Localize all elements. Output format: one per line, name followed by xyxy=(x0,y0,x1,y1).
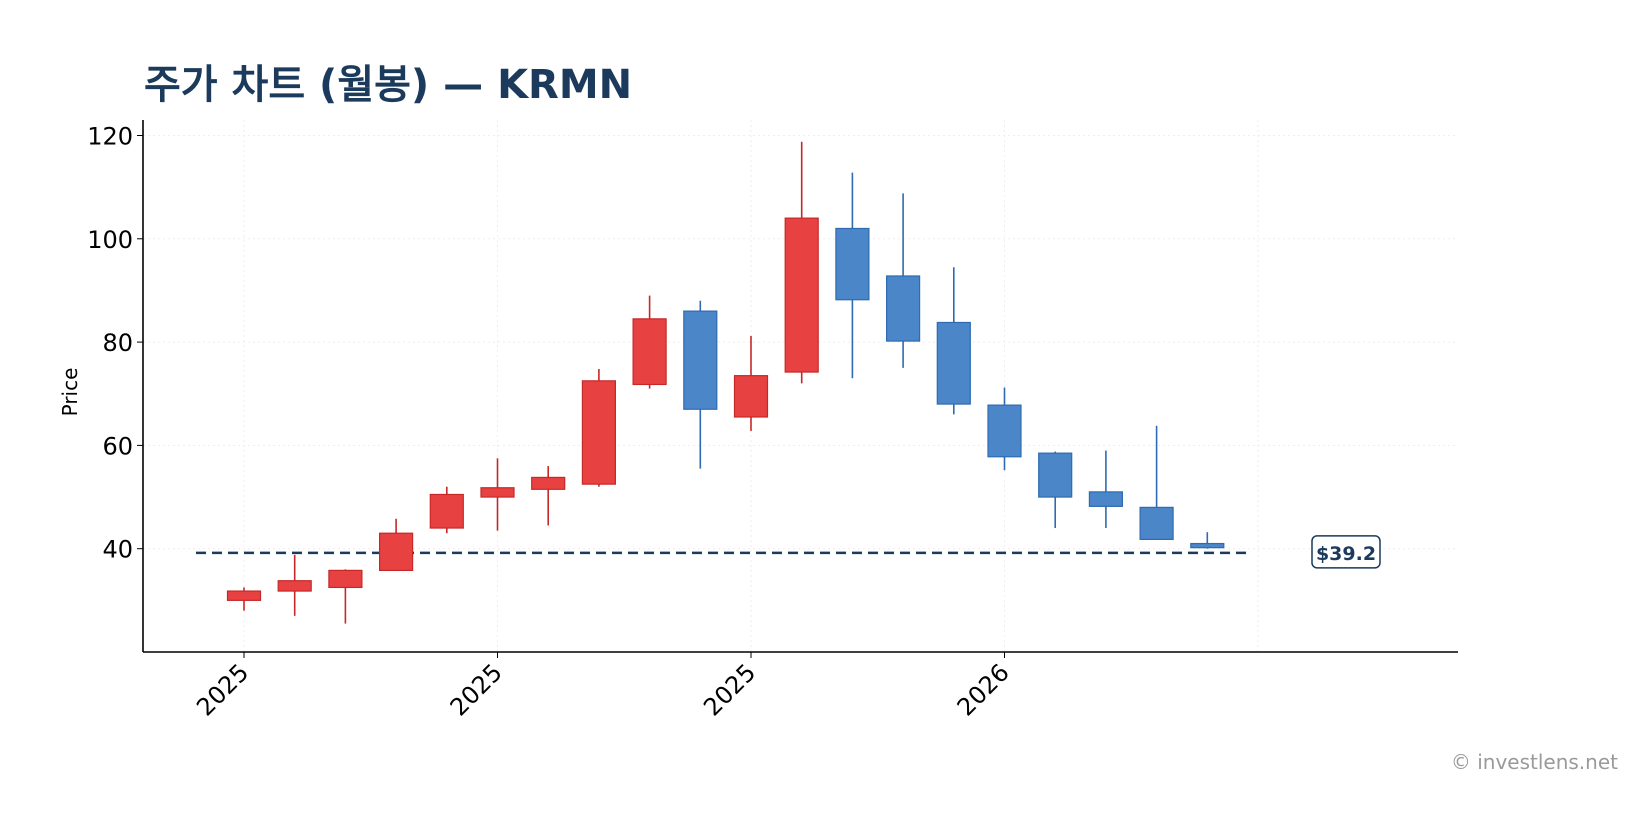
candle-body xyxy=(936,321,971,405)
candle-body xyxy=(226,590,262,601)
y-tick-label: 120 xyxy=(87,122,133,150)
candle-body xyxy=(885,275,921,342)
chart-title: 주가 차트 (월봉) — KRMN xyxy=(144,62,633,108)
y-axis-label: Price xyxy=(58,368,82,417)
watermark: © investlens.net xyxy=(1450,750,1618,774)
candle-body xyxy=(784,217,819,373)
x-tick-label: 2026 xyxy=(952,658,1015,721)
price-label-box xyxy=(1311,535,1381,569)
x-tick-label: 2025 xyxy=(698,658,761,721)
candle-body xyxy=(1190,542,1225,549)
candle-body xyxy=(733,375,769,418)
candle-body xyxy=(683,310,718,410)
candle-body xyxy=(328,569,363,589)
candle-body xyxy=(987,404,1022,458)
candle-body xyxy=(379,532,414,571)
candle-body xyxy=(1139,506,1174,541)
candle-body xyxy=(835,227,870,301)
candle-body xyxy=(581,380,617,485)
label-layer: Price 40 60 80 100 120 2025 2025 2025 2026 xyxy=(58,122,1015,721)
candle-body xyxy=(277,580,312,592)
candle-body xyxy=(480,487,515,498)
candle-layer xyxy=(226,141,1225,624)
y-tick-label: 40 xyxy=(102,536,133,564)
x-tick-label: 2025 xyxy=(191,658,254,721)
candle-body xyxy=(632,318,667,386)
candle-body xyxy=(531,476,566,490)
candle-body xyxy=(429,493,464,529)
axis-layer xyxy=(142,120,1458,653)
price-label: $39.2 xyxy=(1316,543,1376,565)
candle-body xyxy=(1088,491,1124,507)
candle-body xyxy=(1038,452,1073,498)
y-tick-label: 60 xyxy=(102,432,133,460)
x-tick-label: 2025 xyxy=(445,658,508,721)
y-tick-label: 80 xyxy=(102,329,133,357)
reference-line-layer: $39.2 xyxy=(196,535,1381,569)
y-tick-label: 100 xyxy=(87,226,133,254)
